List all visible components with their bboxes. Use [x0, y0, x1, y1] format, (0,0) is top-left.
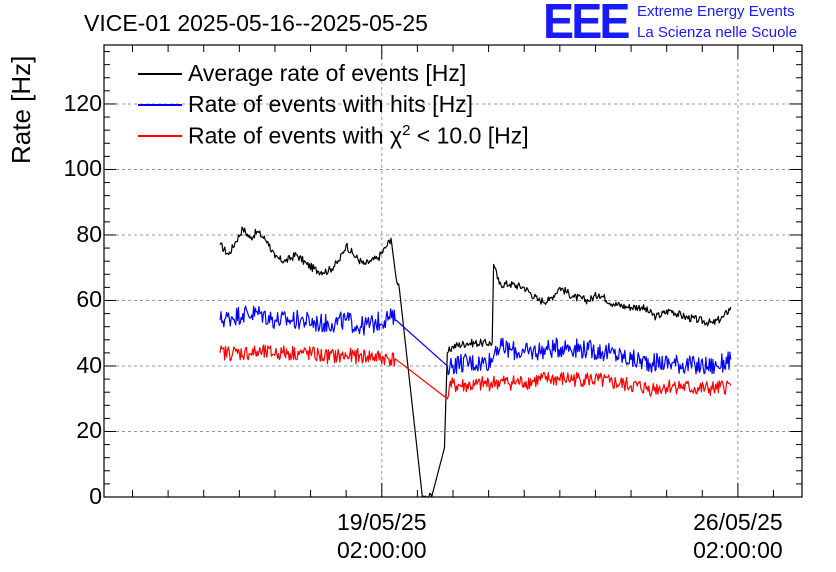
- legend-swatch-average: [138, 72, 182, 75]
- legend-entry-hits: Rate of events with hits [Hz]: [138, 89, 529, 120]
- x-tick-time: 02:00:00: [693, 537, 783, 563]
- chart-title: VICE-01 2025-05-16--2025-05-25: [84, 10, 428, 36]
- series-line-2: [219, 344, 732, 400]
- y-axis-label: Rate [Hz]: [6, 55, 36, 164]
- legend-label-average: Average rate of events [Hz]: [188, 60, 467, 86]
- series-line-0: [219, 226, 732, 498]
- legend-swatch-chi2: [138, 134, 182, 137]
- org-name-line1: Extreme Energy Events: [637, 3, 795, 20]
- y-tick-label: 60: [76, 286, 102, 313]
- y-tick-label: 120: [63, 89, 102, 116]
- legend-entry-chi2: Rate of events with χ2 < 10.0 [Hz]: [138, 120, 529, 151]
- legend-entry-average: Average rate of events [Hz]: [138, 58, 529, 89]
- x-tick-label: 26/05/25 02:00:00: [693, 508, 783, 564]
- x-tick-date: 26/05/25: [693, 509, 783, 535]
- y-tick-label: 0: [89, 483, 102, 509]
- legend-label-chi2: Rate of events with χ2 < 10.0 [Hz]: [188, 122, 529, 150]
- x-tick-date: 19/05/25: [337, 509, 427, 535]
- legend-label-hits: Rate of events with hits [Hz]: [188, 91, 474, 117]
- x-tick-time: 02:00:00: [337, 537, 427, 563]
- legend-label-chi2-prefix: Rate of events with χ: [188, 122, 403, 149]
- y-tick-label: 100: [63, 155, 102, 182]
- y-tick-label: 40: [76, 351, 102, 378]
- series-line-1: [219, 305, 732, 376]
- y-tick-label: 20: [76, 417, 102, 444]
- y-tick-label: 80: [76, 220, 102, 247]
- eee-logo: EEE: [543, 0, 630, 49]
- legend-swatch-hits: [138, 103, 182, 106]
- x-tick-label: 19/05/25 02:00:00: [337, 508, 427, 564]
- legend-label-chi2-sup: 2: [402, 121, 411, 139]
- legend-label-chi2-suffix: < 10.0 [Hz]: [410, 122, 529, 149]
- org-name-line2: La Scienza nelle Scuole: [637, 24, 798, 41]
- legend: Average rate of events [Hz] Rate of even…: [138, 58, 529, 151]
